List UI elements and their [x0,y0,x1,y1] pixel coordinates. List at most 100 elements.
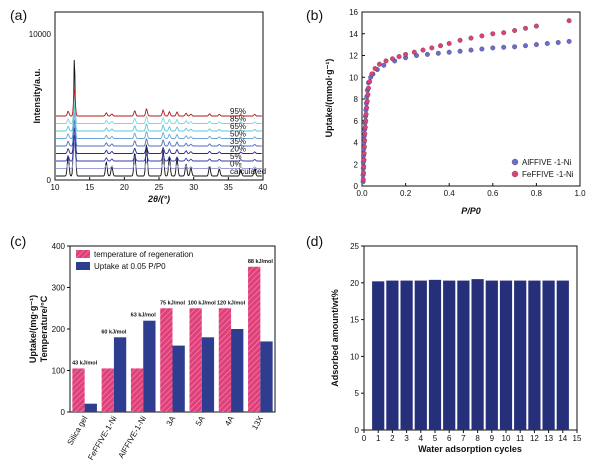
panel-label-c: (c) [10,233,26,249]
panel-a-series-label: 35% [230,137,246,146]
feffive-data-point [364,105,370,111]
panel-label-a: (a) [10,7,27,23]
legend-swatch-regeneration [76,250,90,258]
panel-d-ylabel: Adsorbed amount/wt% [330,289,340,387]
adsorption-enthalpy-annotation: 100 kJ/mol [188,300,217,306]
panel-c-ytick-label: 400 [52,242,66,251]
panel-d-xtick-label: 12 [530,434,539,443]
feffive-data-point [360,177,366,182]
panel-b-ytick-label: 14 [349,30,358,39]
panel-d-xtick-label: 7 [461,434,466,443]
panel-d-xtick-label: 10 [502,434,511,443]
panel-a-series-label: 5% [230,152,242,161]
legend-label-feffive: FeFFIVE -1-Ni [522,170,574,179]
panel-a-series-label: 95% [230,107,246,116]
panel-a-series-label: 85% [230,115,246,124]
panel-b-ytick-label: 10 [349,73,358,82]
cycle-bar [485,280,498,430]
panel-c-ytick-label: 300 [52,284,66,293]
feffive-data-point [361,157,367,163]
feffive-data-point [372,66,378,71]
alffive-data-point [479,46,485,52]
feffive-data-point [512,28,518,33]
panel-b-isotherm-chart: Uptake/(mmol·g⁻¹) P/P0 0.0 0.2 0.4 0.6 0.8 1.… [324,8,586,216]
panel-c-category-label: 3A [165,414,178,428]
feffive-data-point [429,45,435,51]
panel-a-xrd-chart: Intensity/a.u. 2θ/(°) 0 10000 10 15 20 25 30… [29,11,268,204]
panel-a-xtick-label: 20 [120,183,129,192]
adsorption-enthalpy-annotation: 75 kJ/mol [160,300,186,306]
panel-a-xtick-label: 15 [85,183,94,192]
panel-a-xtick-label: 40 [259,183,268,192]
panel-b-xtick-label: 0.6 [487,189,499,198]
panel-a-series-line [56,104,262,132]
panel-a-series-label: 20% [230,145,246,154]
panel-c-category-label: 5A [194,414,207,428]
panel-a-ytick-10000: 10000 [29,30,52,39]
feffive-data-point [446,41,452,46]
panel-a-series-line [56,59,262,177]
panel-b-ytick-label: 0 [354,182,359,191]
cycle-bar [528,280,541,430]
panel-b-ytick-label: 2 [354,160,359,169]
panel-d-xtick-label: 8 [475,434,480,443]
feffive-data-point [369,71,375,77]
panel-b-xtick-label: 0.4 [444,189,456,198]
regeneration-temperature-bar [189,308,202,412]
panel-a-series-label: 50% [230,130,246,139]
panel-d-xtick-label: 2 [390,434,395,443]
legend-marker-alffive [511,158,519,166]
panel-a-series-label: 0% [230,160,242,169]
panel-d-cycles-chart: Adsorbed amount/wt% Water adsorption cyc… [330,242,582,454]
regeneration-temperature-bar [160,308,173,412]
uptake-bar [172,345,185,412]
panel-label-d: (d) [306,233,323,249]
legend-label-regeneration: temperature of regeneration [94,250,193,259]
panel-a-series-label: calculated [230,167,266,176]
alffive-data-point [533,42,539,48]
panel-c-category-label: 13X [250,414,265,431]
panel-a-series-line [56,134,262,162]
panel-a-ytick-0: 0 [47,176,52,185]
panel-a-xlabel: 2θ/(°) [147,194,170,204]
feffive-data-point [361,163,367,169]
panel-d-xtick-label: 15 [573,434,582,443]
alffive-data-point [512,44,518,50]
cycle-bar [471,279,484,430]
panel-a-xtick-label: 10 [51,183,60,192]
alffive-data-point [566,38,572,44]
panel-d-xtick-label: 9 [490,434,495,443]
cycle-bar [457,280,470,430]
panel-c-ytick-label: 100 [52,367,66,376]
panel-d-xtick-label: 1 [376,434,381,443]
regeneration-temperature-bar [248,266,261,412]
cycle-bar [372,281,385,430]
legend-swatch-uptake [76,262,90,270]
feffive-data-point [501,30,507,36]
panel-a-xtick-label: 25 [155,183,164,192]
feffive-data-point [533,23,539,29]
panel-d-ytick-label: 20 [350,279,359,288]
panel-b-ytick-label: 4 [354,139,359,148]
adsorption-enthalpy-annotation: 88 kJ/mol [248,259,274,265]
panel-d-xtick-label: 0 [362,434,367,443]
panel-b-xtick-label: 0.0 [356,189,368,198]
alffive-data-point [381,62,387,68]
panel-d-ytick-label: 10 [350,352,359,361]
panel-d-ytick-label: 15 [350,316,359,325]
panel-b-legend: AlFFIVE -1-Ni FeFFIVE -1-Ni [511,158,574,179]
feffive-data-point [361,150,367,156]
uptake-bar [84,403,97,412]
legend-label-alffive: AlFFIVE -1-Ni [522,158,572,167]
panel-d-ytick-label: 25 [350,242,359,251]
cycle-bar [556,280,569,430]
feffive-data-point [363,111,369,117]
panel-a-ylabel: Intensity/a.u. [32,68,42,123]
panel-d-xtick-label: 3 [404,434,409,443]
alffive-data-point [544,41,550,46]
panel-d-xtick-label: 13 [544,434,553,443]
feffive-data-point [362,124,368,130]
alffive-data-point [468,47,474,53]
panel-b-xtick-label: 1.0 [574,189,586,198]
cycle-bar [414,280,427,430]
